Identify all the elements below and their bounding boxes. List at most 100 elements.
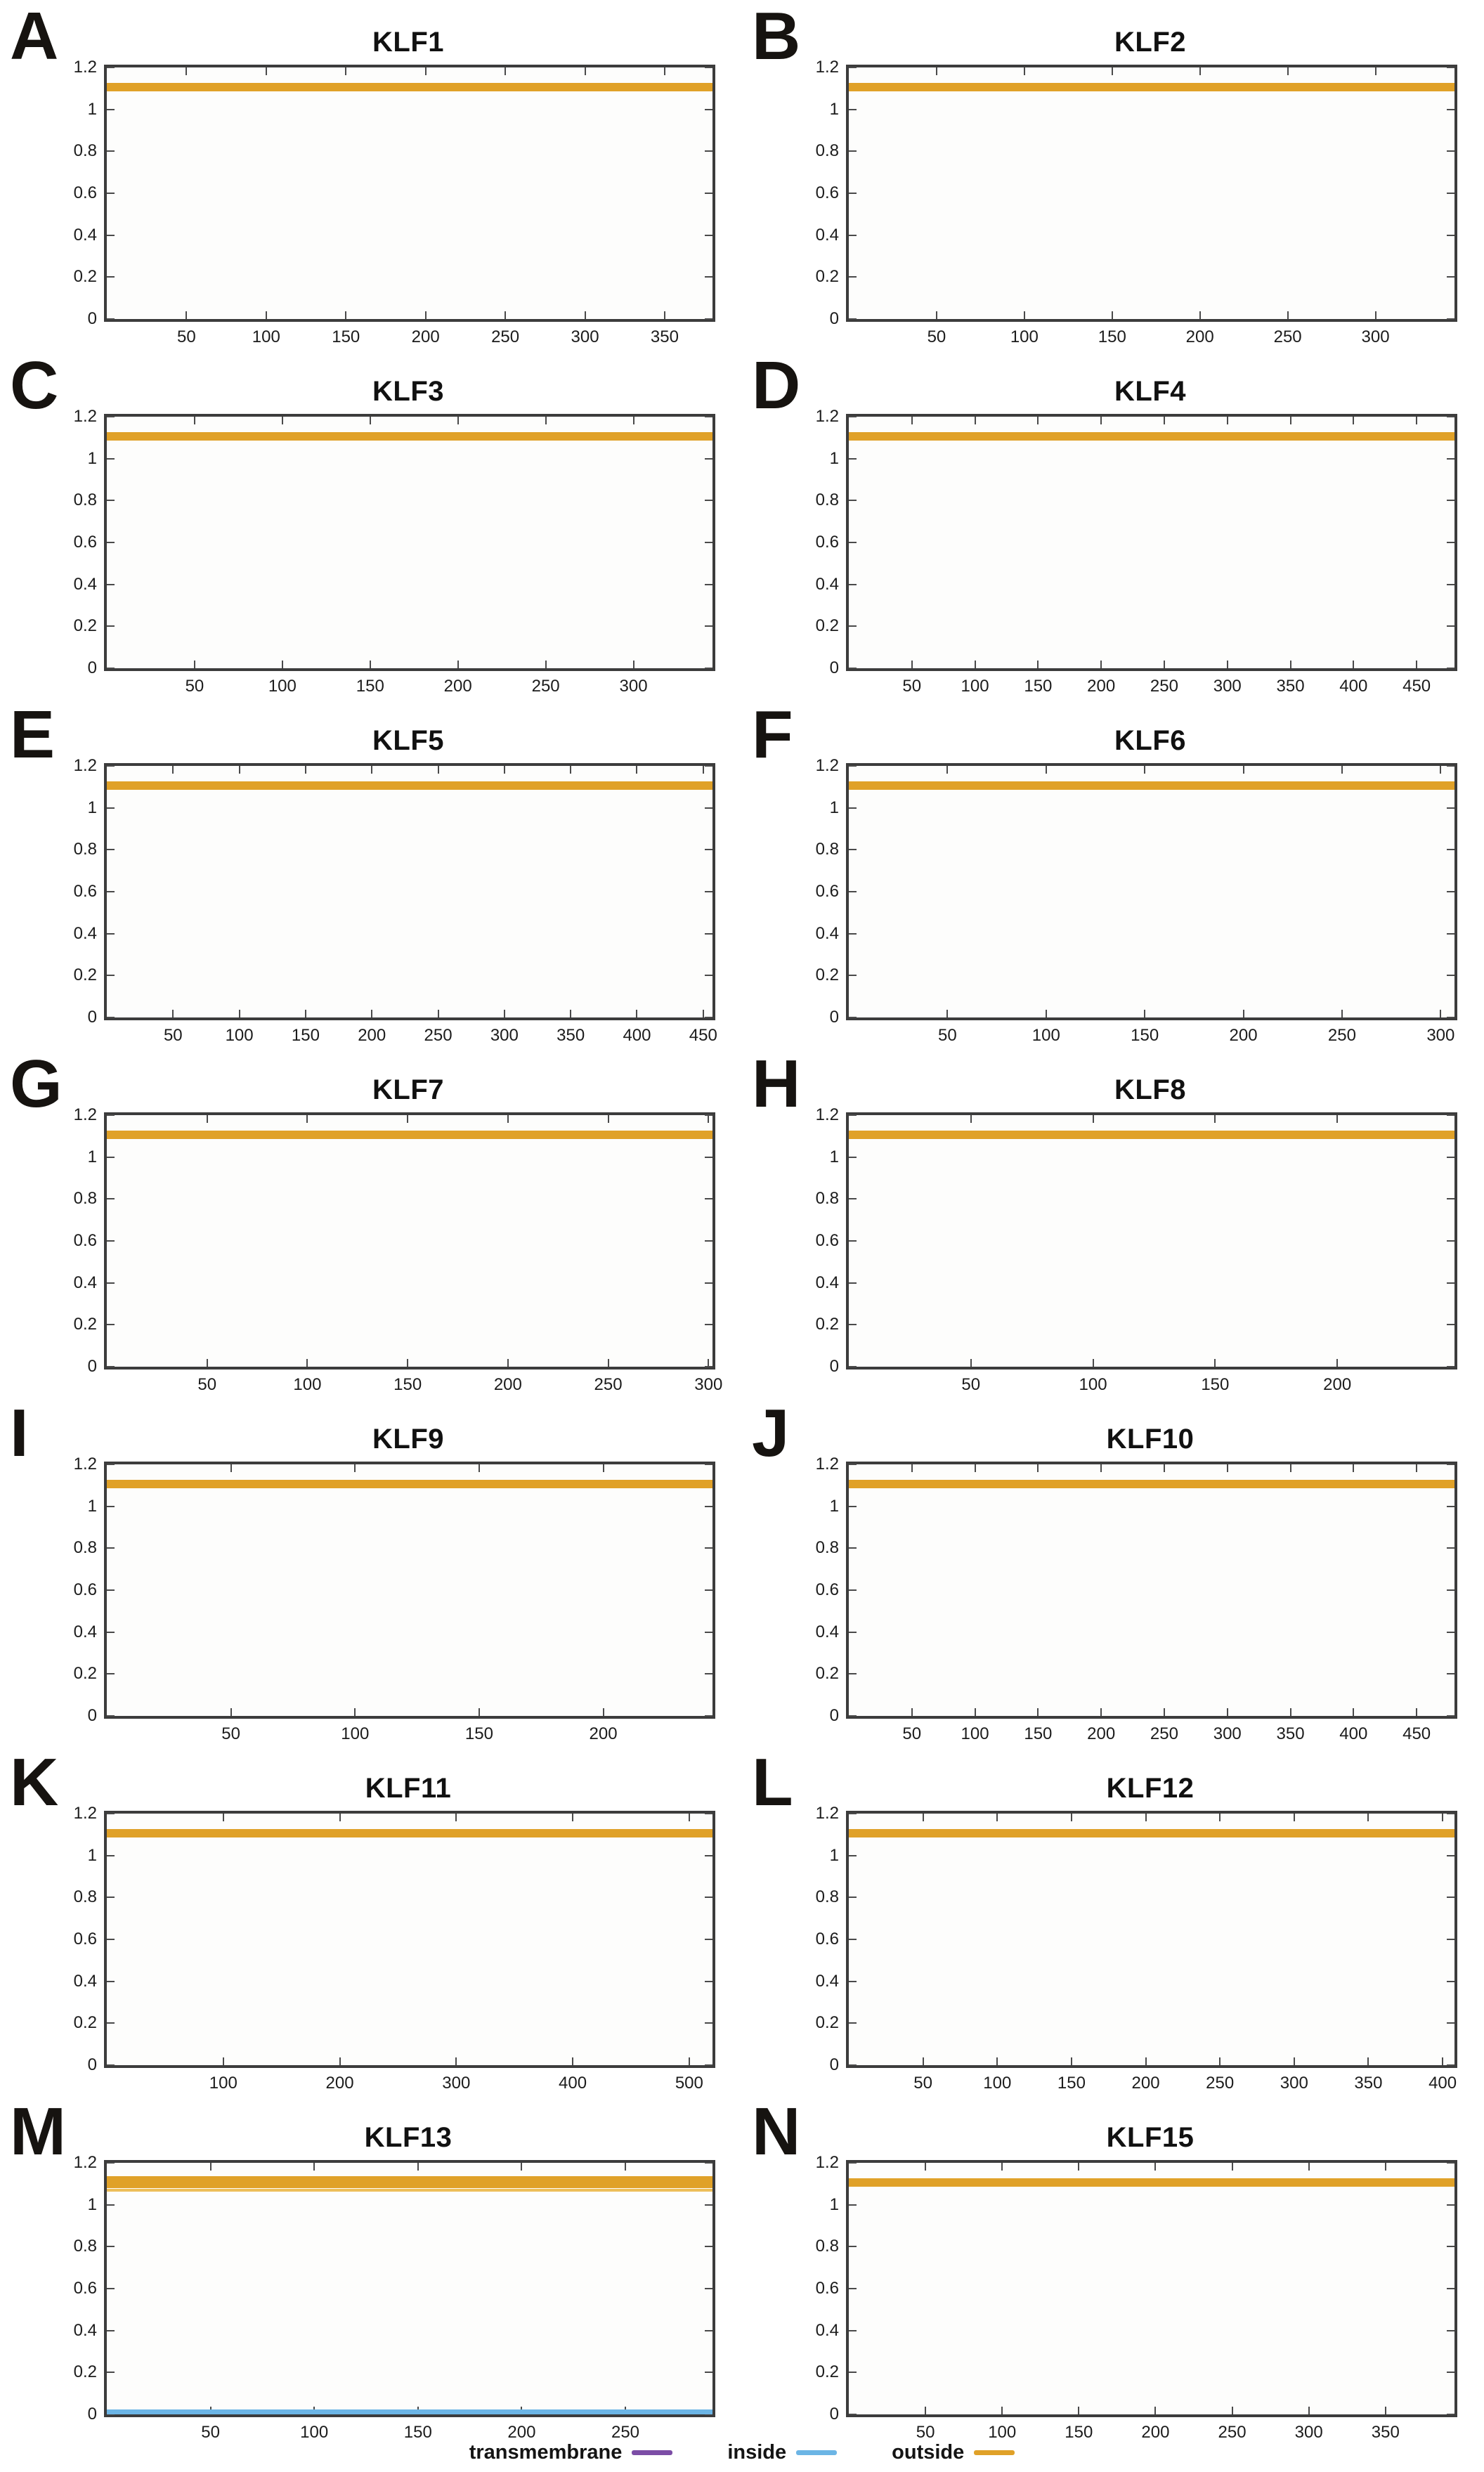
x-tick-label: 100: [1031, 1026, 1060, 1045]
x-tick-mark: [193, 417, 195, 424]
x-tick-label: 200: [1229, 1026, 1258, 1045]
x-tick-label: 250: [1150, 677, 1178, 696]
x-tick-mark: [345, 311, 347, 319]
y-tick-mark: [1447, 1673, 1454, 1675]
x-tick-mark: [339, 2057, 341, 2065]
plot-area: 0 0.2 0.4 0.6 0.8 1 1.2 50 100 150 200: [74, 1456, 715, 1743]
x-tick-mark: [1231, 2163, 1233, 2171]
x-tick-label: 300: [571, 327, 599, 346]
y-tick-mark: [705, 2329, 712, 2331]
x-tick-mark: [369, 661, 371, 668]
x-tick-mark: [1374, 67, 1376, 75]
y-tick-label: 0: [829, 309, 839, 328]
x-tick-label: 200: [1087, 1724, 1116, 1743]
y-tick-mark: [1447, 416, 1454, 417]
panel-letter: J: [752, 1396, 789, 1471]
x-tick-mark: [1219, 2057, 1221, 2065]
x-tick-label: 100: [300, 2423, 329, 2442]
x-tick-mark: [1070, 2057, 1072, 2065]
x-tick-mark: [632, 661, 634, 668]
x-tick-label: 100: [293, 1375, 322, 1394]
plot-area: 0 0.2 0.4 0.6 0.8 1 1.2 50 100 150 200 250 300 350: [74, 59, 715, 346]
y-tick-mark: [705, 1673, 712, 1675]
y-tick-mark: [849, 67, 857, 68]
y-tick-mark: [849, 500, 857, 502]
x-tick-label: 50: [177, 327, 196, 346]
panel-title: KLF6: [1114, 725, 1186, 756]
y-tick-mark: [849, 1198, 857, 1200]
x-tick-label: 150: [332, 327, 360, 346]
y-tick-mark: [1447, 1366, 1454, 1367]
panel: L KLF12 0 0.2 0.4 0.6 0.8 1 1.2 50 100 150 200 250 3…: [742, 1746, 1484, 2095]
panel-title: KLF7: [372, 1074, 444, 1105]
x-tick-mark: [688, 1814, 690, 1821]
y-tick-mark: [1447, 1282, 1454, 1284]
y-tick-label: 0.8: [815, 141, 839, 161]
x-tick-label: 100: [209, 2074, 237, 2093]
y-tick-label: 1: [829, 1845, 839, 1865]
x-tick-mark: [1367, 1814, 1369, 1821]
y-tick-mark: [849, 108, 857, 110]
x-tick-label: 250: [1273, 327, 1302, 346]
y-tick-mark: [107, 500, 115, 502]
y-tick-mark: [1447, 2288, 1454, 2289]
y-tick-mark: [107, 1017, 115, 1018]
y-tick-mark: [849, 1114, 857, 1116]
x-tick-mark: [1092, 1359, 1094, 1367]
legend-item-transmembrane: transmembrane: [469, 2441, 673, 2464]
x-tick-mark: [974, 1708, 976, 1716]
y-tick-mark: [849, 765, 857, 767]
plot-area: 0 0.2 0.4 0.6 0.8 1 1.2 50 100 150 200 250 300 350 400…: [816, 408, 1457, 696]
y-tick-mark: [849, 318, 857, 320]
y-tick-mark: [849, 1939, 857, 1940]
y-tick-mark: [107, 1464, 115, 1465]
y-tick-label: 0.8: [815, 840, 839, 859]
y-tick-label: 1: [87, 448, 97, 468]
y-tick-mark: [107, 542, 115, 543]
outside-line: [107, 781, 712, 791]
y-tick-mark: [1447, 849, 1454, 851]
y-tick-label: 0.2: [73, 267, 97, 287]
y-tick-label: 0: [87, 1008, 97, 1027]
x-tick-mark: [507, 1115, 509, 1123]
y-tick-mark: [107, 1673, 115, 1675]
x-tick-label: 100: [961, 1724, 989, 1743]
y-tick-label: 0.4: [815, 225, 839, 245]
y-tick-mark: [849, 416, 857, 417]
x-tick-mark: [1353, 417, 1355, 424]
x-tick-label: 100: [983, 2074, 1012, 2093]
x-tick-label: 50: [916, 2423, 935, 2442]
y-tick-label: 0.2: [815, 1315, 839, 1334]
y-tick-mark: [849, 1324, 857, 1326]
y-tick-mark: [705, 1464, 712, 1465]
x-tick-mark: [708, 1115, 710, 1123]
x-tick-mark: [437, 1010, 439, 1017]
x-tick-mark: [193, 661, 195, 668]
x-tick-mark: [206, 1359, 208, 1367]
x-tick-mark: [688, 2057, 690, 2065]
x-tick-mark: [1442, 2057, 1444, 2065]
x-tick-mark: [437, 766, 439, 774]
y-tick-mark: [705, 67, 712, 68]
panel: C KLF3 0 0.2 0.4 0.6 0.8 1 1.2 50 100 150 200 250 30…: [0, 349, 742, 698]
x-tick-mark: [1154, 2163, 1157, 2171]
y-tick-mark: [1447, 542, 1454, 543]
x-tick-mark: [1442, 1814, 1444, 1821]
x-tick-mark: [172, 1010, 174, 1017]
y-tick-label: 0.2: [815, 2013, 839, 2033]
y-tick-mark: [705, 1631, 712, 1633]
x-tick-mark: [1214, 1359, 1216, 1367]
y-tick-label: 0.4: [73, 1622, 97, 1641]
y-tick-label: 0.4: [815, 1273, 839, 1292]
y-tick-label: 1: [87, 99, 97, 119]
y-tick-mark: [849, 1980, 857, 1982]
y-tick-mark: [107, 1854, 115, 1856]
x-tick-mark: [996, 2057, 998, 2065]
y-tick-label: 0.6: [73, 1231, 97, 1250]
plot-area: 0 0.2 0.4 0.6 0.8 1 1.2 100 200 300 400 500: [74, 1805, 715, 2093]
y-tick-mark: [1447, 2372, 1454, 2374]
x-tick-mark: [1226, 1708, 1228, 1716]
x-tick-label: 300: [1361, 327, 1390, 346]
y-tick-label: 1.2: [815, 1105, 839, 1124]
y-tick-label: 0.8: [73, 840, 97, 859]
